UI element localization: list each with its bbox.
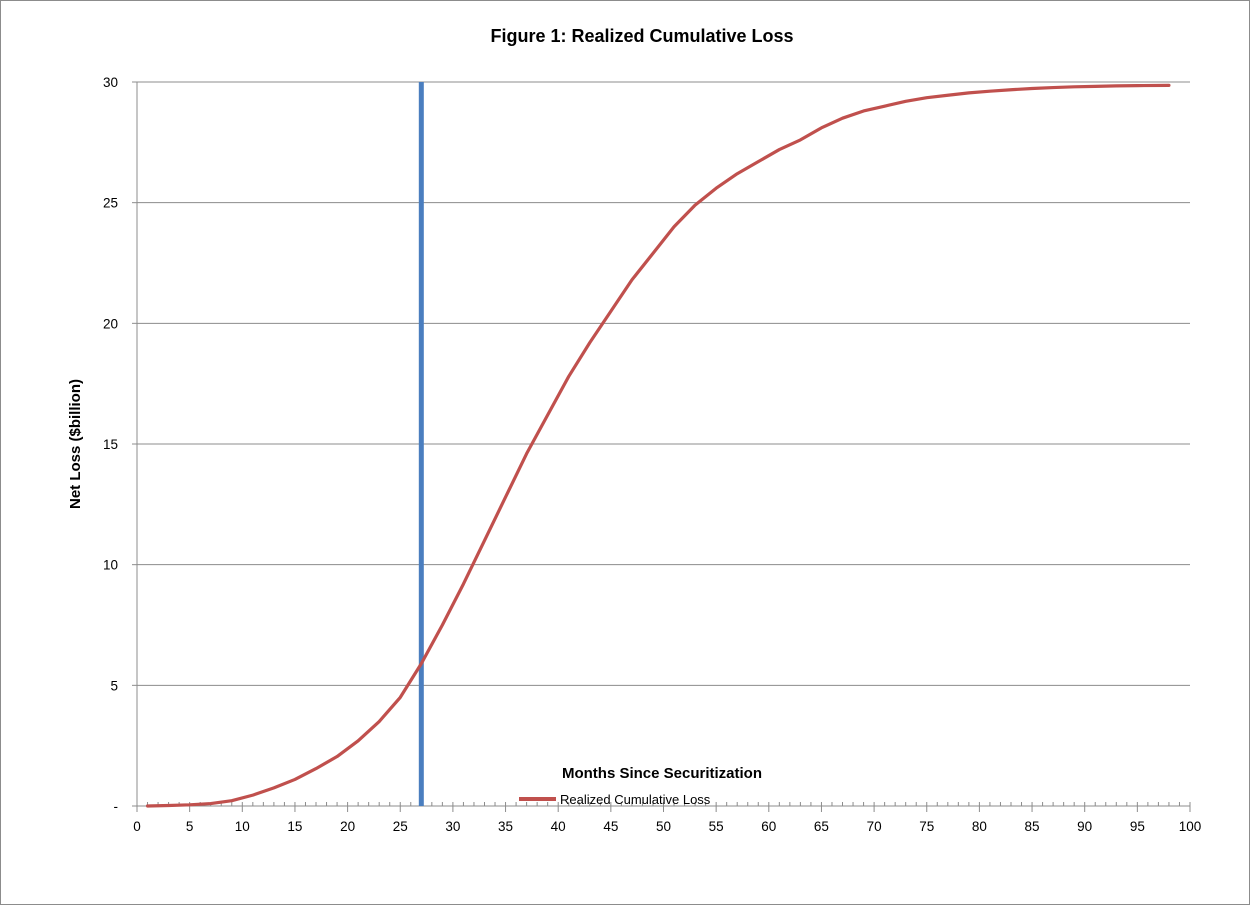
axes	[132, 81, 1191, 812]
y-axis-title: Net Loss ($billion)	[67, 379, 84, 509]
x-tick-labels: 0 5 10 15 20 25 30 35 40 45 50 55 60 65 70 75 80 85 90 95 10…	[133, 819, 1201, 834]
x-tick-label: 20	[340, 819, 355, 834]
y-tick-label: 5	[110, 678, 118, 693]
x-tick-label: 80	[972, 819, 987, 834]
x-tick-label: 65	[814, 819, 829, 834]
x-tick-label: 100	[1179, 819, 1202, 834]
legend: Realized Cumulative Loss	[519, 792, 711, 807]
x-tick-label: 95	[1130, 819, 1145, 834]
series-line-realized-cumulative-loss	[145, 83, 1171, 808]
gridlines	[137, 81, 1190, 686]
chart-title: Figure 1: Realized Cumulative Loss	[490, 26, 793, 46]
x-tick-label: 15	[287, 819, 302, 834]
x-tick-label: 45	[603, 819, 618, 834]
x-tick-label: 60	[761, 819, 776, 834]
x-tick-label: 70	[867, 819, 882, 834]
x-tick-label: 35	[498, 819, 513, 834]
x-tick-label: 10	[235, 819, 250, 834]
x-tick-label: 25	[393, 819, 408, 834]
x-tick-label: 75	[919, 819, 934, 834]
x-tick-label: 0	[133, 819, 141, 834]
x-tick-label: 30	[445, 819, 460, 834]
x-axis-title: Months Since Securitization	[562, 765, 762, 782]
x-tick-label: 50	[656, 819, 671, 834]
y-tick-label: 15	[103, 437, 118, 452]
x-tick-label: 85	[1025, 819, 1040, 834]
series-layer	[145, 83, 1171, 808]
y-tick-label: -	[114, 799, 119, 814]
y-tick-labels: - 5 10 15 20 25 30	[103, 75, 118, 814]
x-tick-label: 5	[186, 819, 194, 834]
x-tick-label: 55	[709, 819, 724, 834]
y-tick-label: 30	[103, 75, 118, 90]
legend-label: Realized Cumulative Loss	[560, 792, 711, 807]
y-tick-label: 25	[103, 196, 118, 211]
x-tick-label: 90	[1077, 819, 1092, 834]
y-tick-label: 10	[103, 558, 118, 573]
x-tick-label: 40	[551, 819, 566, 834]
y-tick-label: 20	[103, 316, 118, 331]
